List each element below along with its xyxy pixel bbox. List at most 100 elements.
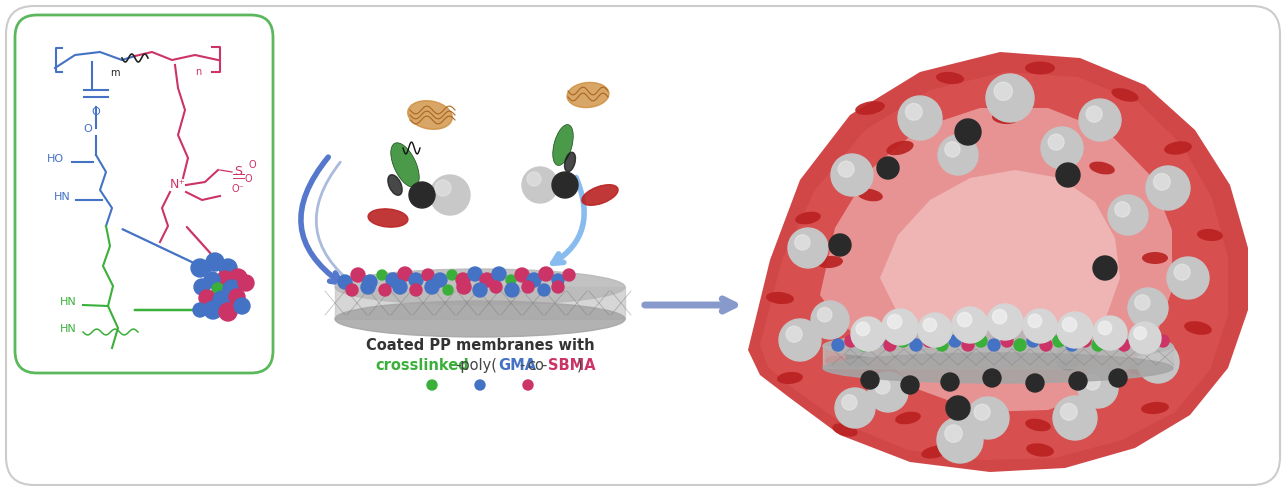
Ellipse shape: [832, 423, 858, 436]
Circle shape: [945, 142, 961, 157]
Ellipse shape: [368, 209, 408, 227]
Ellipse shape: [553, 125, 574, 165]
Circle shape: [424, 280, 439, 294]
Circle shape: [229, 269, 247, 287]
Ellipse shape: [992, 112, 1019, 124]
Circle shape: [1079, 99, 1121, 141]
Circle shape: [338, 275, 352, 289]
Circle shape: [1087, 106, 1102, 122]
Circle shape: [955, 119, 981, 145]
Ellipse shape: [777, 372, 802, 384]
Circle shape: [361, 280, 376, 294]
Ellipse shape: [334, 301, 625, 337]
Circle shape: [795, 235, 810, 250]
Ellipse shape: [408, 101, 453, 129]
Circle shape: [1001, 335, 1013, 347]
Circle shape: [563, 269, 575, 281]
Circle shape: [457, 273, 469, 287]
Circle shape: [788, 228, 828, 268]
Circle shape: [1134, 327, 1147, 340]
Circle shape: [877, 157, 899, 179]
Ellipse shape: [1197, 229, 1223, 241]
Circle shape: [522, 281, 534, 293]
Circle shape: [1154, 173, 1170, 190]
Text: -: -: [520, 358, 525, 373]
Circle shape: [851, 317, 885, 351]
Ellipse shape: [858, 189, 883, 201]
Text: HO: HO: [46, 154, 63, 164]
Circle shape: [1115, 202, 1130, 217]
Circle shape: [868, 372, 908, 412]
Circle shape: [945, 425, 962, 442]
Ellipse shape: [936, 72, 964, 84]
Circle shape: [936, 339, 948, 351]
Circle shape: [811, 301, 849, 339]
Circle shape: [206, 253, 224, 271]
Circle shape: [1098, 321, 1111, 335]
Circle shape: [832, 339, 844, 351]
Circle shape: [986, 304, 1022, 340]
Text: S: S: [234, 165, 242, 178]
Circle shape: [514, 268, 529, 282]
Ellipse shape: [565, 152, 575, 172]
Circle shape: [923, 335, 935, 347]
Circle shape: [883, 339, 896, 351]
Ellipse shape: [1164, 141, 1192, 155]
Ellipse shape: [334, 269, 625, 305]
Polygon shape: [823, 346, 1173, 368]
Circle shape: [1109, 369, 1127, 387]
Circle shape: [1166, 257, 1209, 299]
Circle shape: [194, 279, 210, 295]
Circle shape: [858, 339, 871, 351]
Circle shape: [856, 322, 869, 336]
Circle shape: [422, 269, 433, 281]
Circle shape: [409, 273, 423, 287]
Circle shape: [523, 380, 532, 390]
Ellipse shape: [1111, 88, 1138, 102]
Circle shape: [204, 301, 222, 319]
Ellipse shape: [795, 212, 820, 224]
Circle shape: [1145, 348, 1160, 364]
Ellipse shape: [1129, 361, 1155, 375]
Circle shape: [994, 82, 1012, 100]
Text: SBMA: SBMA: [548, 358, 595, 373]
Circle shape: [1057, 312, 1093, 348]
Circle shape: [351, 268, 365, 282]
Circle shape: [937, 135, 977, 175]
Circle shape: [1093, 256, 1118, 280]
Circle shape: [974, 404, 990, 420]
FancyBboxPatch shape: [15, 15, 273, 373]
Circle shape: [219, 303, 237, 321]
Circle shape: [986, 74, 1034, 122]
Text: HN: HN: [59, 324, 76, 334]
Circle shape: [1028, 335, 1039, 347]
Circle shape: [346, 284, 358, 296]
Text: O: O: [84, 124, 93, 134]
Circle shape: [923, 318, 936, 332]
Text: N⁺: N⁺: [170, 178, 186, 191]
Circle shape: [457, 280, 471, 294]
Circle shape: [1053, 396, 1097, 440]
Circle shape: [234, 298, 249, 314]
Circle shape: [1109, 195, 1148, 235]
Ellipse shape: [581, 185, 619, 205]
Circle shape: [468, 267, 482, 281]
Circle shape: [1062, 317, 1076, 332]
Circle shape: [1056, 346, 1080, 370]
Circle shape: [552, 172, 577, 198]
Circle shape: [363, 275, 377, 289]
Circle shape: [229, 289, 246, 305]
Ellipse shape: [1184, 321, 1211, 335]
Circle shape: [874, 379, 890, 394]
Circle shape: [845, 335, 856, 347]
Circle shape: [1137, 341, 1179, 383]
Circle shape: [397, 267, 412, 281]
Circle shape: [505, 275, 516, 285]
Circle shape: [1022, 309, 1057, 343]
Circle shape: [1157, 335, 1169, 347]
Ellipse shape: [391, 143, 419, 187]
Ellipse shape: [886, 141, 913, 155]
Text: n: n: [195, 67, 201, 77]
Circle shape: [379, 284, 391, 296]
Text: HN: HN: [54, 192, 71, 202]
